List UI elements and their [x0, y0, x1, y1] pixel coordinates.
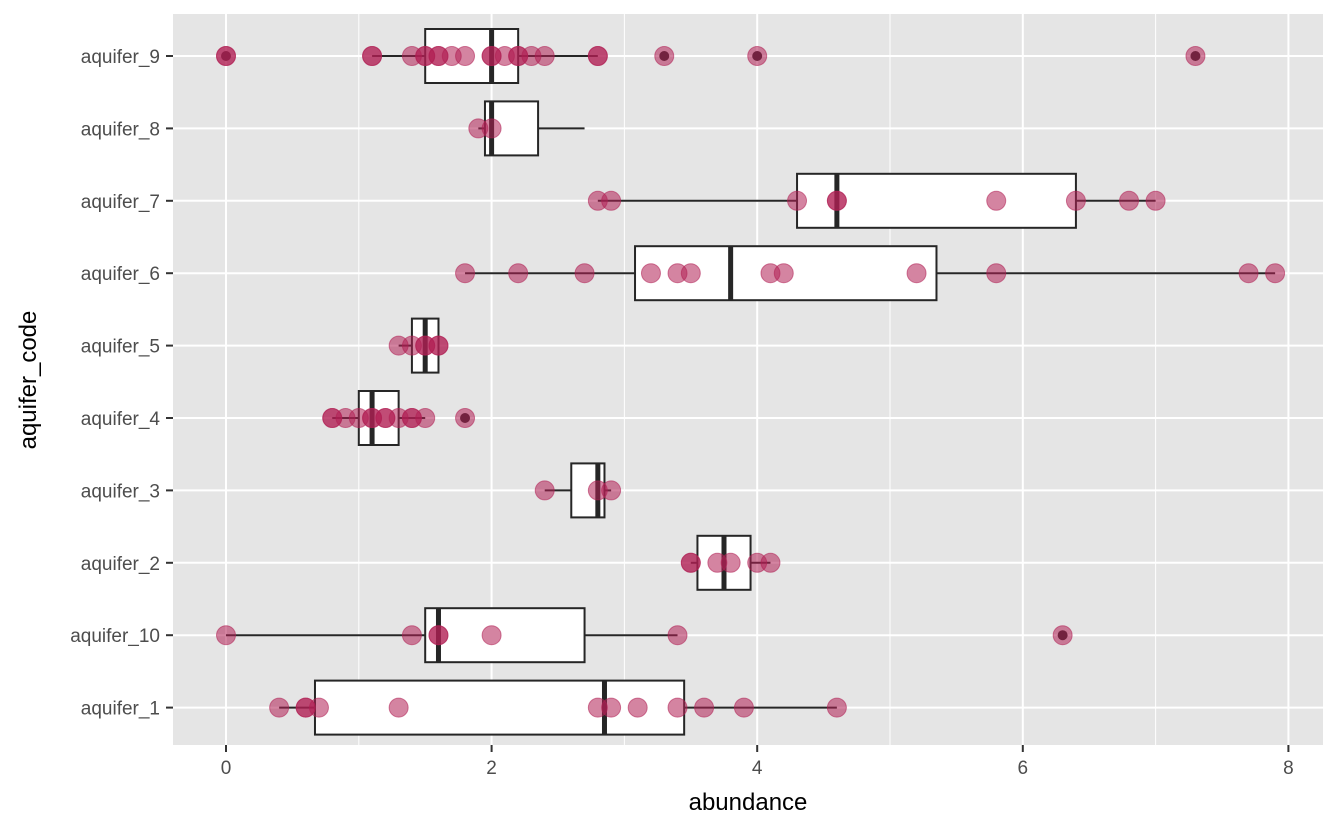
x-axis-title: abundance	[689, 789, 808, 816]
data-point-aquifer_1	[269, 697, 290, 718]
x-tick-label: 8	[1283, 758, 1294, 779]
data-point-aquifer_10	[667, 625, 688, 646]
minor-gridlines	[358, 14, 1157, 745]
data-point-aquifer_6	[773, 263, 794, 284]
data-point-aquifer_4	[415, 408, 436, 428]
y-tick-label: aquifer_2	[81, 554, 160, 575]
data-point-aquifer_6	[574, 263, 595, 284]
data-point-aquifer_9	[534, 46, 555, 66]
data-point-aquifer_10	[401, 625, 422, 646]
data-point-aquifer_7	[986, 190, 1007, 211]
data-point-aquifer_9	[1185, 46, 1206, 66]
data-point-aquifer_6	[640, 263, 661, 284]
data-point-aquifer_7	[826, 190, 847, 211]
data-point-aquifer_6	[508, 263, 529, 284]
panel-background	[173, 14, 1323, 745]
points-layer	[216, 46, 1286, 718]
data-point-aquifer_8	[481, 118, 502, 139]
data-point-aquifer_7	[601, 190, 622, 211]
data-point-aquifer_2	[720, 552, 741, 573]
y-tick-label: aquifer_7	[81, 192, 160, 213]
x-tick-label: 6	[1018, 758, 1029, 779]
box-iqr	[313, 679, 686, 736]
data-point-aquifer_7	[1119, 190, 1140, 211]
data-point-aquifer_1	[694, 697, 715, 718]
x-tick-label: 0	[221, 758, 232, 779]
y-tick-label: aquifer_10	[70, 626, 160, 647]
data-point-aquifer_1	[601, 697, 622, 718]
data-point-aquifer_3	[601, 480, 622, 501]
data-point-aquifer_2	[760, 552, 781, 573]
data-point-aquifer_3	[534, 480, 555, 501]
data-point-aquifer_1	[667, 697, 688, 718]
y-tick-label: aquifer_3	[81, 481, 160, 502]
x-tick-label: 4	[752, 758, 763, 779]
data-point-aquifer_9	[216, 46, 236, 66]
data-point-aquifer_1	[733, 697, 754, 718]
data-point-aquifer_9	[587, 46, 608, 66]
y-tick-label: aquifer_5	[81, 337, 160, 358]
y-axis: aquifer_1 aquifer_10 aquifer_2 aquifer_3 aqu…	[70, 47, 173, 720]
data-point-aquifer_7	[787, 190, 808, 211]
data-point-aquifer_9	[362, 46, 383, 66]
data-point-aquifer_1	[308, 697, 329, 718]
data-point-aquifer_6	[1238, 263, 1259, 284]
data-point-aquifer_1	[388, 697, 409, 718]
x-tick-label: 2	[486, 758, 497, 779]
y-tick-label: aquifer_9	[81, 47, 160, 68]
data-point-aquifer_10	[216, 625, 236, 646]
y-tick-label: aquifer_4	[81, 409, 161, 430]
data-point-aquifer_9	[455, 46, 476, 66]
data-point-aquifer_1	[627, 697, 648, 718]
data-point-aquifer_9	[654, 46, 675, 66]
data-point-aquifer_10	[428, 625, 449, 646]
data-point-aquifer_10	[1052, 625, 1073, 646]
data-point-aquifer_5	[428, 335, 449, 356]
data-point-aquifer_6	[906, 263, 927, 284]
data-point-aquifer_4	[455, 408, 476, 428]
data-point-aquifer_6	[1265, 263, 1286, 284]
y-tick-label: aquifer_1	[81, 699, 160, 720]
data-point-aquifer_6	[986, 263, 1007, 284]
y-tick-label: aquifer_8	[81, 119, 160, 140]
data-point-aquifer_1	[826, 697, 847, 718]
data-point-aquifer_7	[1145, 190, 1166, 211]
data-point-aquifer_2	[680, 552, 701, 573]
x-axis: 0 2 4 6 8	[221, 745, 1294, 779]
data-point-aquifer_10	[481, 625, 502, 646]
data-point-aquifer_9	[747, 46, 768, 66]
y-axis-title: aquifer_code	[15, 311, 42, 450]
data-point-aquifer_6	[455, 263, 476, 284]
data-point-aquifer_6	[680, 263, 701, 284]
box-iqr	[424, 607, 586, 664]
y-tick-label: aquifer_6	[81, 264, 160, 285]
data-point-aquifer_7	[1065, 190, 1086, 211]
